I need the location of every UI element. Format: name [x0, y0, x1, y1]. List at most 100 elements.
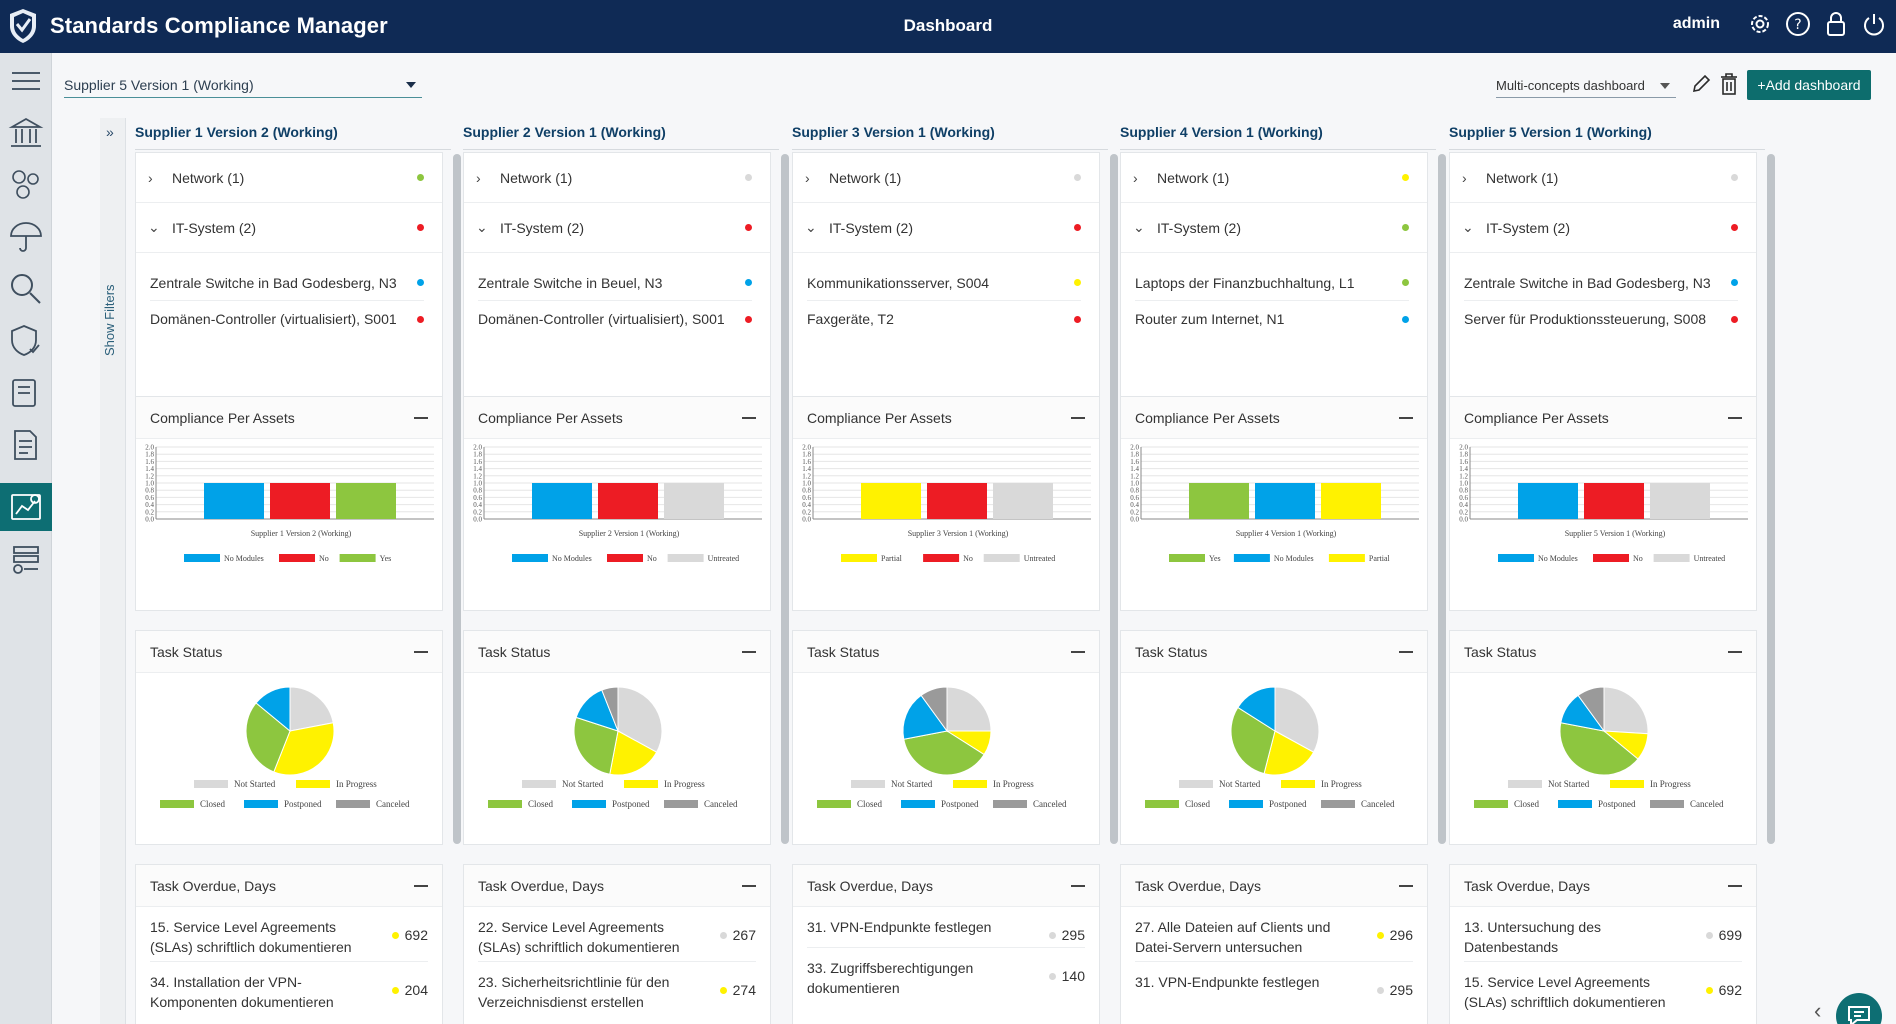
overdue-task-item[interactable]: 34. Installation der VPN-Komponenten dok…: [136, 962, 442, 1016]
tree-node-itsystem[interactable]: ⌄ IT-System (2): [1121, 203, 1427, 253]
minimize-icon[interactable]: [1399, 416, 1413, 419]
trash-icon[interactable]: [1716, 70, 1742, 98]
institution-icon[interactable]: [0, 109, 52, 157]
tree-node-itsystem[interactable]: ⌄ IT-System (2): [1450, 203, 1756, 253]
shield-check-icon[interactable]: [0, 317, 52, 365]
dashboard-icon[interactable]: [0, 483, 52, 531]
chevron-down-icon[interactable]: ⌄: [1462, 219, 1474, 235]
tree-node-network[interactable]: › Network (1): [1121, 153, 1427, 203]
report-icon[interactable]: [0, 421, 52, 469]
chevron-down-icon[interactable]: ⌄: [1133, 219, 1145, 235]
overdue-value: 204: [391, 982, 428, 998]
minimize-icon[interactable]: [414, 416, 428, 419]
chevron-down-icon[interactable]: ⌄: [805, 219, 817, 235]
overdue-task-item[interactable]: 13. Untersuchung des Datenbestands 699: [1450, 907, 1756, 961]
minimize-icon[interactable]: [414, 884, 428, 887]
chevron-right-icon[interactable]: ›: [1133, 169, 1138, 186]
overdue-task-item[interactable]: 27. Alle Dateien auf Clients und Datei-S…: [1121, 907, 1427, 961]
panel-title: Task Overdue, Days: [150, 877, 277, 894]
minimize-icon[interactable]: [1399, 650, 1413, 653]
minimize-icon[interactable]: [1071, 416, 1085, 419]
asset-item[interactable]: Faxgeräte, T2: [807, 301, 1081, 337]
column-scrollbar[interactable]: [1110, 154, 1118, 844]
overdue-days: 204: [404, 982, 428, 998]
gear-icon[interactable]: [1746, 10, 1774, 38]
filters-panel[interactable]: » Show Filters: [100, 118, 126, 1024]
tree-node-network[interactable]: › Network (1): [793, 153, 1099, 203]
search-analysis-icon[interactable]: [0, 265, 52, 313]
minimize-icon[interactable]: [1071, 650, 1085, 653]
pie-slice: [1603, 686, 1649, 735]
tree-node-network[interactable]: › Network (1): [464, 153, 770, 203]
supplier-select[interactable]: Supplier 5 Version 1 (Working): [64, 72, 422, 98]
app-title: Standards Compliance Manager: [50, 13, 388, 38]
task-overdue-panel: Task Overdue, Days 22. Service Level Agre…: [463, 864, 771, 1024]
legend-label: Postponed: [284, 799, 322, 809]
overdue-task-item[interactable]: 31. VPN-Endpunkte festlegen 295: [793, 907, 1099, 947]
overdue-task-item[interactable]: 31. VPN-Endpunkte festlegen 295: [1121, 962, 1427, 1002]
minimize-icon[interactable]: [1071, 884, 1085, 887]
user-name[interactable]: admin: [1672, 15, 1720, 32]
minimize-icon[interactable]: [1728, 884, 1742, 887]
minimize-icon[interactable]: [1728, 416, 1742, 419]
chevron-right-icon[interactable]: ›: [805, 169, 810, 186]
tree-node-itsystem[interactable]: ⌄ IT-System (2): [793, 203, 1099, 253]
show-filters-label[interactable]: Show Filters: [102, 284, 117, 356]
minimize-icon[interactable]: [1399, 884, 1413, 887]
svg-text:?: ?: [1794, 17, 1801, 33]
modules-icon[interactable]: [0, 161, 52, 209]
brand: Standards Compliance Manager: [8, 8, 388, 44]
menu-icon[interactable]: [0, 57, 52, 105]
asset-item[interactable]: Zentrale Switche in Bad Godesberg, N3: [150, 265, 424, 301]
tree-node-itsystem[interactable]: ⌄ IT-System (2): [464, 203, 770, 253]
asset-item[interactable]: Router zum Internet, N1: [1135, 301, 1409, 337]
minimize-icon[interactable]: [414, 650, 428, 653]
asset-item[interactable]: Zentrale Switche in Beuel, N3: [478, 265, 752, 301]
dashboard-select[interactable]: Multi-concepts dashboard: [1496, 74, 1676, 98]
overdue-task-item[interactable]: 23. Sicherheitsrichtlinie für den Verzei…: [464, 962, 770, 1016]
double-chevron-right-icon[interactable]: »: [106, 124, 114, 140]
chevron-right-icon[interactable]: ›: [476, 169, 481, 186]
edit-icon[interactable]: [1688, 70, 1714, 98]
overdue-task-item[interactable]: 15. Service Level Agreements (SLAs) schr…: [136, 907, 442, 961]
tree-node-network[interactable]: › Network (1): [1450, 153, 1756, 203]
lock-icon[interactable]: [1822, 10, 1850, 38]
overdue-task-item[interactable]: 15. Service Level Agreements (SLAs) schr…: [1450, 962, 1756, 1016]
asset-item[interactable]: Kommunikationsserver, S004: [807, 265, 1081, 301]
asset-item[interactable]: Zentrale Switche in Bad Godesberg, N3: [1464, 265, 1738, 301]
column-scrollbar[interactable]: [1767, 154, 1775, 844]
overdue-task-item[interactable]: 33. Zugriffsberechtigungen dokumentieren…: [793, 948, 1099, 1002]
add-dashboard-button[interactable]: +Add dashboard: [1747, 70, 1871, 100]
tasks-icon[interactable]: [0, 369, 52, 417]
chevron-right-icon[interactable]: ›: [1462, 169, 1467, 186]
chevron-left-icon[interactable]: ‹: [1814, 998, 1822, 1023]
tree-node-network[interactable]: › Network (1): [136, 153, 442, 203]
chevron-right-icon[interactable]: ›: [148, 169, 153, 186]
asset-tree: › Network (1) ⌄ IT-System (2) Kommunikations…: [792, 152, 1100, 402]
minimize-icon[interactable]: [1728, 650, 1742, 653]
divider: [478, 961, 756, 962]
chevron-down-icon[interactable]: ⌄: [148, 219, 160, 235]
power-icon[interactable]: [1860, 10, 1888, 38]
chat-icon[interactable]: [1836, 993, 1882, 1024]
column-scrollbar[interactable]: [453, 154, 461, 844]
umbrella-icon[interactable]: [0, 213, 52, 261]
minimize-icon[interactable]: [742, 650, 756, 653]
asset-item[interactable]: Domänen-Controller (virtualisiert), S001: [150, 301, 424, 337]
minimize-icon[interactable]: [742, 884, 756, 887]
overdue-value: 295: [1048, 927, 1085, 943]
chevron-down-icon[interactable]: ⌄: [476, 219, 488, 235]
column-scrollbar[interactable]: [1438, 154, 1446, 844]
minimize-icon[interactable]: [742, 416, 756, 419]
legend-swatch: [1650, 800, 1684, 808]
overdue-task-item[interactable]: 22. Service Level Agreements (SLAs) schr…: [464, 907, 770, 961]
tree-node-itsystem[interactable]: ⌄ IT-System (2): [136, 203, 442, 253]
asset-item[interactable]: Laptops der Finanzbuchhaltung, L1: [1135, 265, 1409, 301]
legend-label: No: [319, 554, 329, 563]
settings-list-icon[interactable]: [0, 535, 52, 583]
help-icon[interactable]: ?: [1784, 10, 1812, 38]
asset-item[interactable]: Domänen-Controller (virtualisiert), S001: [478, 301, 752, 337]
legend-swatch: [296, 780, 330, 788]
column-scrollbar[interactable]: [781, 154, 789, 844]
asset-item[interactable]: Server für Produktionssteuerung, S008: [1464, 301, 1738, 337]
